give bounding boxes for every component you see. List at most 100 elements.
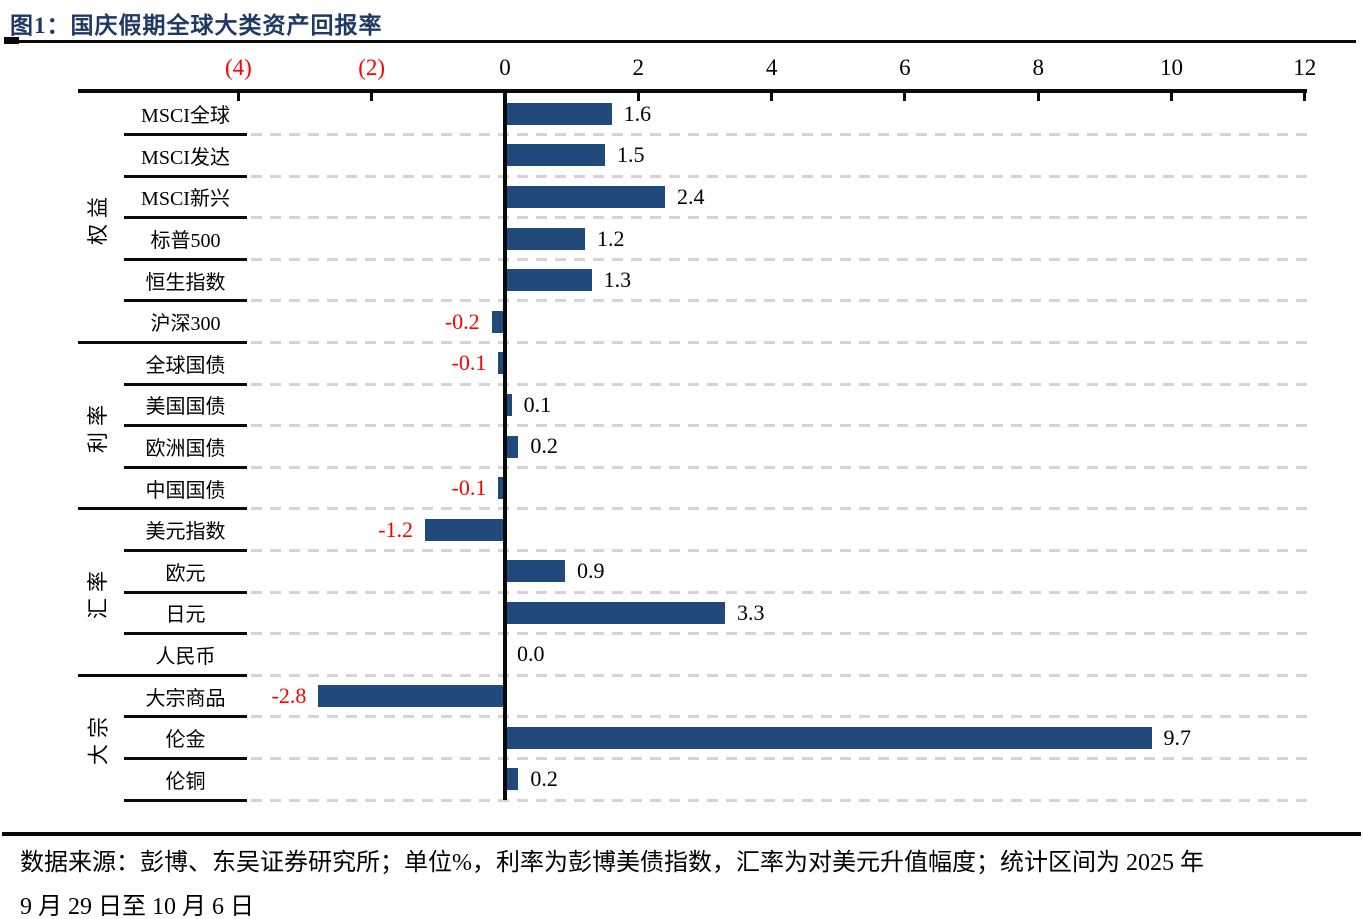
x-tick-label: (4)	[224, 55, 252, 80]
bar-value-label: 1.2	[596, 225, 625, 251]
group-separator	[78, 341, 247, 345]
x-tick-label: 4	[765, 55, 778, 80]
x-tick-mark	[370, 92, 374, 101]
category-label: MSCI发达	[141, 146, 230, 169]
x-tick-mark	[636, 92, 640, 101]
category-label: MSCI新兴	[141, 188, 230, 211]
category-label: 美国国债	[145, 396, 226, 419]
row-separator	[124, 424, 247, 428]
x-tick-mark	[236, 92, 240, 101]
row-separator	[124, 632, 247, 636]
x-tick-label: 6	[899, 55, 911, 80]
bar-value-label: 0.0	[517, 641, 545, 667]
bar	[505, 560, 565, 583]
bar-value-label: 9.7	[1163, 724, 1192, 750]
bar	[505, 144, 605, 167]
category-label: 美元指数	[145, 521, 226, 544]
bar	[318, 685, 505, 708]
bar	[425, 518, 505, 541]
title-rule	[4, 40, 1356, 43]
bar-value-label: 0.1	[523, 391, 552, 417]
grid-dashed-line	[251, 424, 1307, 428]
bar-value-label: -0.1	[451, 350, 487, 376]
row-separator	[124, 756, 247, 760]
row-separator	[124, 133, 247, 137]
x-axis-line	[78, 89, 1307, 93]
bar	[505, 726, 1152, 749]
bar-value-label: 1.6	[623, 100, 652, 126]
group-separator	[78, 507, 247, 511]
category-label: 欧洲国债	[145, 437, 226, 460]
bar-value-label: -0.2	[444, 308, 480, 334]
source-note-line1: 数据来源：彭博、东吴证券研究所；单位%，利率为彭博美债指数，汇率为对美元升值幅度…	[20, 850, 1204, 876]
category-label: 欧元	[165, 562, 206, 585]
bar-value-label: 0.2	[530, 433, 558, 459]
x-tick-label: 10	[1160, 55, 1183, 80]
category-label: 大宗商品	[145, 687, 226, 710]
x-tick-mark	[1170, 92, 1173, 101]
grid-dashed-line	[251, 798, 1307, 802]
bar	[505, 393, 512, 416]
group-label: 大宗	[85, 710, 110, 765]
row-separator	[124, 382, 247, 386]
row-separator	[124, 590, 247, 594]
bar	[498, 477, 505, 500]
grid-dashed-line	[251, 133, 1307, 137]
zero-axis-line	[503, 89, 507, 800]
bar-value-label: 2.4	[676, 183, 705, 209]
source-note-line2: 9 月 29 日至 10 月 6 日	[20, 894, 254, 919]
row-separator	[124, 257, 247, 261]
group-label: 汇率	[85, 565, 110, 620]
row-separator	[124, 465, 247, 469]
bar	[491, 310, 505, 333]
grid-dashed-line	[251, 257, 1307, 261]
category-label: 日元	[165, 604, 206, 627]
bar	[505, 185, 665, 208]
row-separator	[124, 174, 247, 178]
x-tick-mark	[1036, 92, 1040, 101]
grid-dashed-line	[251, 174, 1307, 178]
grid-dashed-line	[251, 590, 1307, 594]
category-label: 伦铜	[165, 770, 206, 793]
row-separator	[124, 299, 247, 303]
category-label: 沪深300	[150, 313, 221, 336]
group-separator	[124, 798, 247, 802]
bar-value-label: 3.3	[736, 599, 765, 625]
grid-dashed-line	[251, 299, 1307, 303]
bar	[498, 352, 505, 375]
bar-value-label: -2.8	[271, 683, 307, 709]
category-label: 人民币	[155, 645, 216, 668]
x-tick-label: 12	[1293, 55, 1317, 80]
bar-value-label: -1.2	[378, 516, 414, 542]
bar-value-label: 1.5	[616, 142, 645, 168]
row-separator	[124, 548, 247, 552]
bar-value-label: 0.2	[530, 766, 558, 792]
row-separator	[124, 715, 247, 719]
bar	[505, 435, 519, 458]
bar	[505, 601, 725, 624]
grid-dashed-line	[251, 465, 1307, 469]
group-label: 权益	[86, 190, 111, 245]
group-separator	[78, 673, 247, 677]
grid-dashed-line	[251, 548, 1307, 552]
x-tick-mark	[770, 92, 774, 101]
x-tick-label: 2	[632, 55, 645, 80]
grid-dashed-line	[251, 507, 1307, 511]
grid-dashed-line	[251, 715, 1307, 719]
group-label: 利率	[85, 398, 110, 453]
grid-dashed-line	[251, 756, 1307, 760]
x-tick-label: 0	[499, 55, 511, 80]
bar	[505, 227, 585, 250]
grid-dashed-line	[251, 632, 1307, 636]
row-separator	[124, 216, 247, 220]
bar	[505, 768, 519, 791]
footer-rule	[2, 832, 1361, 836]
grid-dashed-line	[251, 341, 1307, 345]
category-label: 标普500	[150, 230, 221, 253]
figure-title: 图1：国庆假期全球大类资产回报率	[10, 13, 383, 38]
grid-dashed-line	[251, 382, 1307, 386]
x-tick-mark	[903, 92, 907, 101]
category-label: 伦金	[165, 729, 206, 752]
